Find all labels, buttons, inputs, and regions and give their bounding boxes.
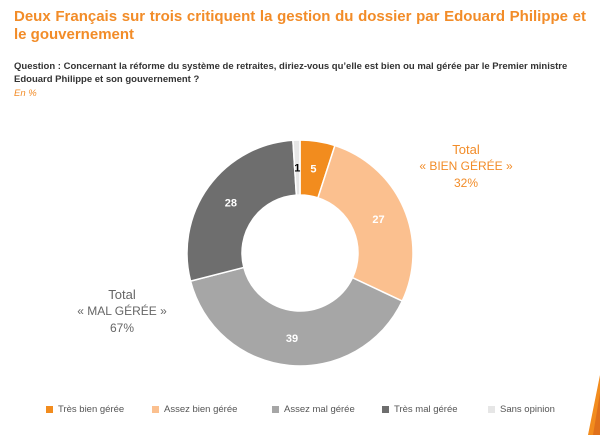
legend-label-tres-bien: Très bien gérée	[58, 404, 125, 415]
callout-mal-title: Total	[108, 287, 136, 302]
legend-label-assez-bien: Assez bien gérée	[164, 404, 238, 415]
data-label-tres-bien: 5	[310, 164, 316, 176]
legend-swatch-tres-bien	[46, 406, 53, 413]
chart-legend: Très bien gérée Assez bien gérée Assez mal…	[0, 404, 600, 422]
data-label-sans-opinion: 1	[294, 163, 300, 175]
slice-tres-mal	[186, 139, 298, 283]
callout-mal-value: 67%	[109, 321, 135, 335]
legend-item-assez-mal: Assez mal gérée	[272, 404, 355, 415]
legend-swatch-assez-bien	[152, 406, 159, 413]
callout-bien-label: « BIEN GÉRÉE »	[419, 159, 513, 173]
corner-decoration	[588, 375, 600, 435]
legend-label-assez-mal: Assez mal gérée	[284, 404, 355, 415]
question-text: Question : Concernant la réforme du syst…	[14, 61, 568, 85]
legend-label-sans-opinion: Sans opinion	[500, 404, 555, 415]
data-label-tres-mal: 28	[225, 198, 237, 210]
legend-swatch-sans-opinion	[488, 406, 495, 413]
callout-bien-value: 32%	[453, 176, 479, 190]
data-label-assez-bien: 27	[372, 214, 384, 226]
legend-item-tres-mal: Très mal gérée	[382, 404, 458, 415]
legend-item-tres-bien: Très bien gérée	[46, 404, 124, 415]
legend-label-tres-mal: Très mal gérée	[394, 404, 458, 415]
page-title: Deux Français sur trois critiquent la ge…	[14, 8, 586, 43]
slice-sans-opinion	[292, 139, 301, 196]
unit-label: En %	[14, 88, 37, 99]
slice-assez-mal	[189, 266, 404, 367]
callout-bien-title: Total	[452, 142, 480, 157]
legend-item-sans-opinion: Sans opinion	[488, 404, 555, 415]
legend-swatch-tres-mal	[382, 406, 389, 413]
slice-assez-bien	[316, 144, 414, 303]
callout-mal-label: « MAL GÉRÉE »	[77, 304, 167, 318]
legend-swatch-assez-mal	[272, 406, 279, 413]
data-label-assez-mal: 39	[286, 333, 298, 345]
donut-chart: 5 27 39 28 1	[186, 139, 414, 367]
legend-item-assez-bien: Assez bien gérée	[152, 404, 237, 415]
callout-bien-geree: Total « BIEN GÉRÉE » 32%	[410, 141, 522, 192]
callout-mal-geree: Total « MAL GÉRÉE » 67%	[62, 286, 182, 337]
